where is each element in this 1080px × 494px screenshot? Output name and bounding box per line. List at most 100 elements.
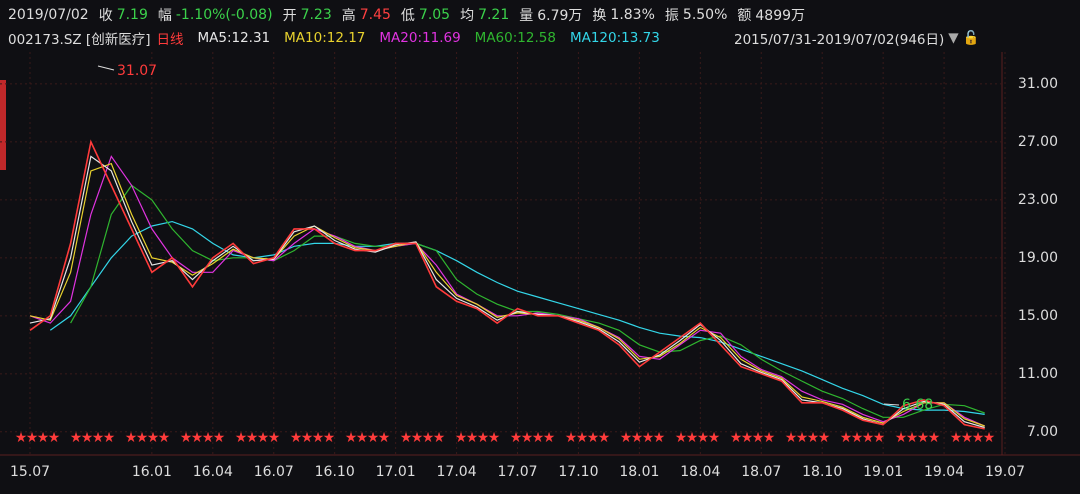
range-bar: 2015/07/31-2019/07/02(946日) ▼ 🔓 (734, 27, 984, 49)
y-tick-label: 27.00 (1018, 134, 1058, 150)
signal-star: ★ (796, 430, 809, 446)
signal-star: ★ (466, 430, 479, 446)
signal-star: ★ (213, 430, 226, 446)
side-tab[interactable] (0, 80, 6, 170)
signal-star: ★ (312, 430, 325, 446)
price-line (70, 184, 985, 418)
signal-star: ★ (697, 430, 710, 446)
x-tick-label: 18.01 (619, 464, 659, 480)
x-tick-label: 17.04 (437, 464, 477, 480)
max-annotation: 31.07 (117, 63, 157, 79)
x-tick-label: 19.07 (985, 464, 1025, 480)
min-annotation: 6.68 (902, 397, 933, 413)
quote-label: 收 (98, 8, 113, 24)
quote-label: 振 (664, 8, 679, 24)
signal-star: ★ (37, 430, 50, 446)
signal-star: ★ (411, 430, 424, 446)
price-line (29, 155, 985, 427)
signal-star: ★ (763, 430, 776, 446)
x-tick-label: 18.07 (741, 464, 781, 480)
signal-star: ★ (477, 430, 490, 446)
signal-star: ★ (818, 430, 831, 446)
quote-label: 换 (592, 8, 607, 24)
signal-star: ★ (785, 430, 798, 446)
signal-star: ★ (433, 430, 446, 446)
signal-star: ★ (862, 430, 875, 446)
signal-star: ★ (26, 430, 39, 446)
x-tick-label: 18.10 (802, 464, 842, 480)
signal-star: ★ (202, 430, 215, 446)
signal-star: ★ (653, 430, 666, 446)
dropdown-icon[interactable]: ▼ (948, 30, 959, 46)
signal-star: ★ (730, 430, 743, 446)
stock-name: 002173.SZ [创新医疗] (8, 32, 151, 48)
x-tick-label: 16.10 (315, 464, 355, 480)
quote-label: 高 (341, 8, 356, 24)
signal-star: ★ (345, 430, 358, 446)
signal-star: ★ (301, 430, 314, 446)
price-line (29, 162, 985, 427)
quote-label: 量 (519, 8, 534, 24)
x-tick-label: 19.04 (924, 464, 964, 480)
lock-icon[interactable]: 🔓 (962, 30, 980, 46)
signal-star: ★ (917, 430, 930, 446)
x-tick-label: 17.07 (497, 464, 537, 480)
signal-star: ★ (290, 430, 303, 446)
signal-star: ★ (950, 430, 963, 446)
signal-star: ★ (906, 430, 919, 446)
signal-star: ★ (15, 430, 28, 446)
quote-value: 4899万 (755, 8, 806, 24)
signal-star: ★ (928, 430, 941, 446)
signal-star: ★ (92, 430, 105, 446)
signal-star: ★ (455, 430, 468, 446)
annotation-arrow (97, 65, 115, 71)
signal-star: ★ (961, 430, 974, 446)
x-tick-label: 16.04 (193, 464, 233, 480)
signal-star: ★ (400, 430, 413, 446)
signal-star: ★ (488, 430, 501, 446)
y-tick-label: 23.00 (1018, 192, 1058, 208)
signal-star: ★ (510, 430, 523, 446)
signal-star: ★ (158, 430, 171, 446)
x-tick-label: 19.01 (863, 464, 903, 480)
signal-star: ★ (136, 430, 149, 446)
signal-star: ★ (631, 430, 644, 446)
signal-star: ★ (983, 430, 996, 446)
quote-label: 幅 (157, 8, 172, 24)
signal-star: ★ (752, 430, 765, 446)
signal-star: ★ (642, 430, 655, 446)
quote-value: 7.19 (116, 7, 148, 23)
price-line (49, 220, 985, 415)
legend-entry: MA10:12.17 (284, 30, 366, 46)
signal-star: ★ (235, 430, 248, 446)
signal-star: ★ (972, 430, 985, 446)
y-tick-label: 19.00 (1018, 250, 1058, 266)
signal-star: ★ (521, 430, 534, 446)
signal-star: ★ (851, 430, 864, 446)
signal-star: ★ (191, 430, 204, 446)
signal-star: ★ (257, 430, 270, 446)
signal-star: ★ (686, 430, 699, 446)
signal-star: ★ (587, 430, 600, 446)
x-tick-label: 18.04 (680, 464, 720, 480)
quote-value: 6.79万 (537, 8, 583, 24)
signal-star: ★ (180, 430, 193, 446)
signal-star: ★ (620, 430, 633, 446)
signal-star: ★ (422, 430, 435, 446)
quote-value: 7.05 (418, 7, 451, 23)
quote-bar: 2019/07/02 收 7.19 幅 -1.10%(-0.08) 开 7.23 高 7.45… (8, 4, 815, 26)
legend-bar: 002173.SZ [创新医疗] 日线 MA5:12.31 MA10:12.17 MA… (8, 27, 664, 49)
signal-star: ★ (81, 430, 94, 446)
quote-date: 2019/07/02 (8, 7, 89, 23)
quote-label: 额 (737, 8, 752, 24)
legend-entry: MA5:12.31 (197, 30, 271, 46)
x-tick-label: 15.07 (10, 464, 50, 480)
signal-star: ★ (356, 430, 369, 446)
signal-star: ★ (807, 430, 820, 446)
quote-value: 1.83% (610, 7, 655, 23)
y-tick-label: 11.00 (1018, 366, 1058, 382)
x-tick-label: 17.10 (558, 464, 598, 480)
signal-star: ★ (840, 430, 853, 446)
